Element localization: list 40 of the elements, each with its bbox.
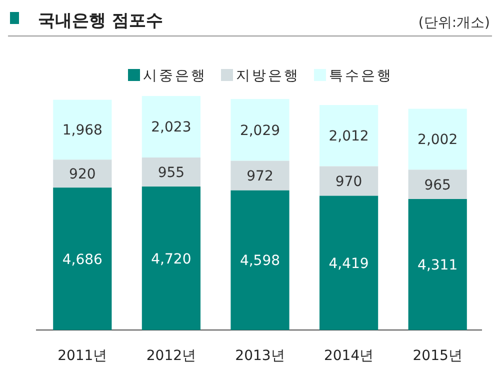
bar [142,186,201,330]
data-label: 1,968 [62,122,102,139]
bar [142,157,201,187]
bar [142,96,201,158]
bar [230,160,290,190]
x-tick-label: 2012년 [146,348,196,364]
bar [408,170,467,199]
x-tick-label: 2014년 [324,348,374,364]
data-label: 970 [335,174,362,190]
x-tick-label: 2013년 [235,348,285,364]
bar [408,198,467,330]
bar [319,196,378,330]
data-label: 965 [424,177,451,194]
legend-label: 지방은행 [236,68,300,84]
data-label: 4,419 [328,256,369,272]
data-label: 2,012 [328,128,369,145]
data-label: 955 [158,165,185,182]
data-label: 920 [69,166,96,183]
data-label: 4,686 [62,252,103,268]
text: (단위:개소) [418,15,490,31]
bar [53,100,112,160]
bar [53,160,112,188]
bar [53,188,112,330]
bar [230,99,290,161]
data-label: 2,002 [418,132,458,148]
legend-label: 시중은행 [143,68,207,84]
chart-title: 국내은행 점포수 [38,11,163,31]
bar [230,190,290,330]
x-tick-label: 2011년 [58,348,108,364]
bar [319,105,378,166]
bar [319,166,378,196]
legend-label: 특수은행 [329,68,393,84]
bar [408,108,467,170]
data-label: 4,311 [418,257,458,274]
data-label: 4,720 [151,251,192,268]
data-label: 2,023 [151,120,192,136]
data-label: 2,029 [240,122,280,139]
data-label: 4,598 [240,253,280,270]
data-label: 972 [246,168,274,184]
x-tick-label: 2015년 [412,348,462,364]
